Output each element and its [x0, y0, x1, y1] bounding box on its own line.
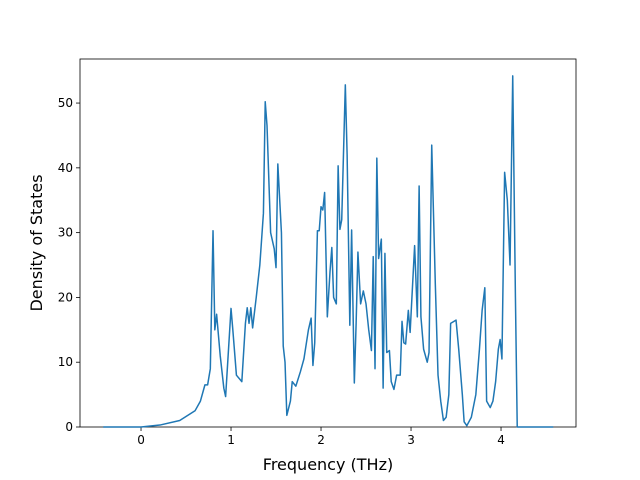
y-tick-label: 50	[58, 96, 73, 110]
y-tick-label: 10	[58, 355, 73, 369]
y-tick-label: 40	[58, 161, 73, 175]
x-tick-label: 4	[497, 433, 505, 447]
y-tick-label: 30	[58, 226, 73, 240]
plot-frame	[79, 58, 577, 428]
y-tick-label: 0	[65, 420, 73, 434]
data-line	[103, 75, 554, 428]
x-tick-label: 3	[407, 433, 415, 447]
x-tick-label: 1	[227, 433, 235, 447]
y-tick-label: 20	[58, 290, 73, 304]
x-axis-label: Frequency (THz)	[263, 455, 393, 474]
y-axis-label: Density of States	[27, 174, 46, 311]
x-tick-label: 2	[317, 433, 325, 447]
x-tick-label: 0	[137, 433, 145, 447]
